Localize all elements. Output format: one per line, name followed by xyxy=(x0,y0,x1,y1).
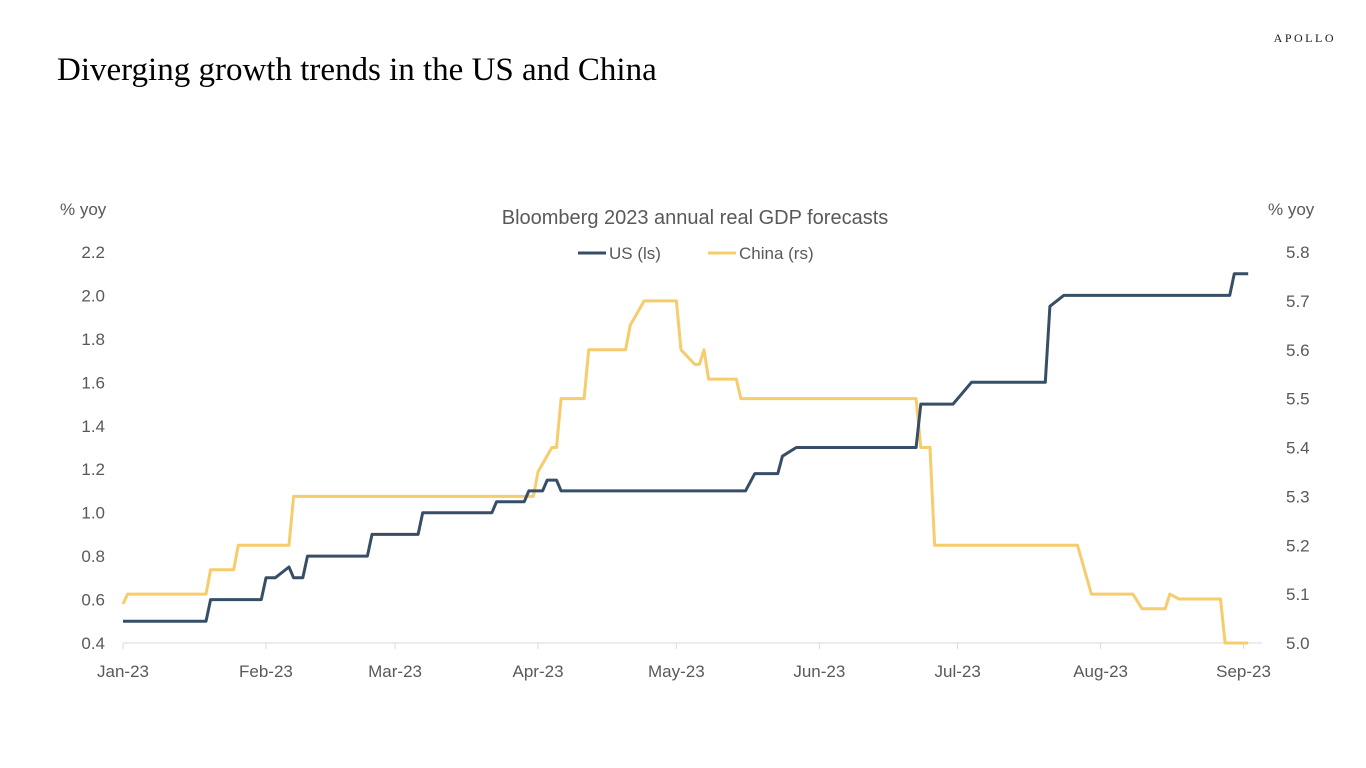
x-tick-label: Apr-23 xyxy=(513,662,564,681)
brand-logo-text: APOLLO xyxy=(1273,31,1336,45)
y-left-tick-label: 2.2 xyxy=(81,243,105,262)
series-layer xyxy=(121,272,1249,645)
y-right-tick-label: 5.4 xyxy=(1286,439,1310,458)
x-tick-label: Jan-23 xyxy=(97,662,149,681)
y-axis-left: 0.4 0.6 0.8 1.0 1.2 1.4 1.6 1.8 2.0 2.2 xyxy=(81,243,105,653)
y-right-tick-label: 5.1 xyxy=(1286,585,1310,604)
x-tick-label: Jun-23 xyxy=(793,662,845,681)
right-axis-unit-label: % yoy xyxy=(1268,200,1315,219)
x-tick-label: May-23 xyxy=(648,662,705,681)
y-right-tick-label: 5.2 xyxy=(1286,536,1310,555)
x-tick-label: Feb-23 xyxy=(239,662,293,681)
y-right-tick-label: 5.6 xyxy=(1286,341,1310,360)
x-tick-label: Jul-23 xyxy=(934,662,980,681)
y-left-tick-label: 0.8 xyxy=(81,547,105,566)
y-right-tick-label: 5.5 xyxy=(1286,390,1310,409)
y-left-tick-label: 1.4 xyxy=(81,417,105,436)
y-right-tick-label: 5.3 xyxy=(1286,487,1310,506)
y-left-tick-label: 0.6 xyxy=(81,591,105,610)
y-left-tick-label: 0.4 xyxy=(81,634,105,653)
chart-title: Bloomberg 2023 annual real GDP forecasts xyxy=(502,207,889,229)
us-line xyxy=(123,272,1249,623)
y-left-tick-label: 1.6 xyxy=(81,373,105,392)
y-right-tick-label: 5.8 xyxy=(1286,243,1310,262)
chart-legend: US (ls) China (rs) xyxy=(578,244,814,263)
x-axis: Jan-23 Feb-23 Mar-23 Apr-23 May-23 Jun-23 Jul-… xyxy=(97,643,1271,681)
y-left-tick-label: 1.8 xyxy=(81,330,105,349)
y-left-tick-label: 1.0 xyxy=(81,504,105,523)
y-left-tick-label: 2.0 xyxy=(81,286,105,305)
x-tick-label: Sep-23 xyxy=(1216,662,1271,681)
legend-label-china: China (rs) xyxy=(739,244,814,263)
y-left-tick-label: 1.2 xyxy=(81,460,105,479)
x-tick-label: Aug-23 xyxy=(1073,662,1128,681)
china-line xyxy=(121,299,1249,645)
y-axis-right: 5.0 5.1 5.2 5.3 5.4 5.5 5.6 5.7 5.8 xyxy=(1286,243,1310,653)
x-tick-label: Mar-23 xyxy=(368,662,422,681)
y-right-tick-label: 5.7 xyxy=(1286,292,1310,311)
y-right-tick-label: 5.0 xyxy=(1286,634,1310,653)
left-axis-unit-label: % yoy xyxy=(60,200,107,219)
legend-label-us: US (ls) xyxy=(609,244,661,263)
page-title: Diverging growth trends in the US and Ch… xyxy=(57,52,657,88)
